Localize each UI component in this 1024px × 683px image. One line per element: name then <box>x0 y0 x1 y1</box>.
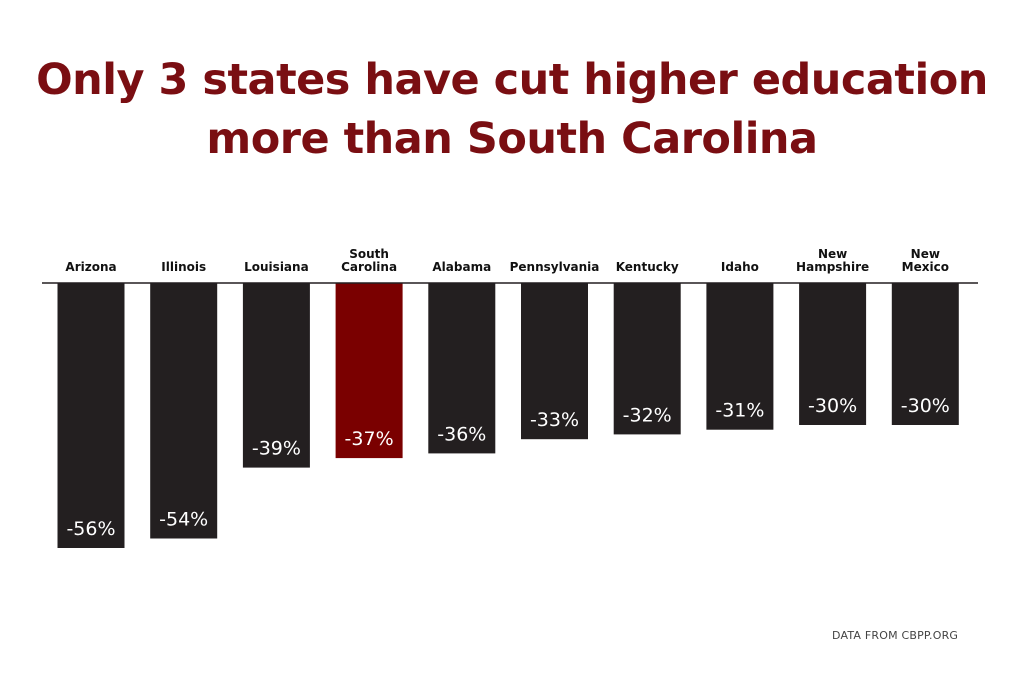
category-label-alabama: Alabama <box>432 260 491 274</box>
chart-title-line-2: more than South Carolina <box>206 114 818 164</box>
category-label-line: Alabama <box>432 260 491 274</box>
bar-pennsylvania <box>521 283 588 440</box>
value-label-idaho: -31% <box>715 400 764 422</box>
bar-arizona <box>57 283 125 548</box>
chart-title-line-1: Only 3 states have cut higher education <box>36 55 988 105</box>
category-label-line: New <box>911 247 940 261</box>
value-label-alabama: -36% <box>437 423 486 445</box>
bar-alabama <box>428 283 496 454</box>
category-label-illinois: Illinois <box>161 260 206 274</box>
value-label-illinois: -54% <box>159 509 208 531</box>
value-label-kentucky: -32% <box>623 404 672 426</box>
bar-illinois <box>150 283 218 539</box>
bar-new-mexico <box>891 283 959 425</box>
data-source-note: DATA FROM CBPP.ORG <box>832 629 959 642</box>
category-label-line: Kentucky <box>616 260 679 274</box>
category-label-line: Hampshire <box>796 260 869 274</box>
category-label-line: Mexico <box>902 260 949 274</box>
bar-idaho <box>706 283 774 430</box>
value-label-pennsylvania: -33% <box>530 409 579 431</box>
value-label-new-mexico: -30% <box>901 395 950 417</box>
category-label-line: New <box>818 247 847 261</box>
value-label-south-carolina: -37% <box>345 428 394 450</box>
value-label-new-hampshire: -30% <box>808 395 857 417</box>
category-label-line: Illinois <box>161 260 206 274</box>
bar-kentucky <box>613 283 681 435</box>
category-label-new-mexico: New Mexico <box>902 247 949 274</box>
category-label-kentucky: Kentucky <box>616 260 679 274</box>
category-label-line: Louisiana <box>244 260 309 274</box>
category-label-idaho: Idaho <box>721 260 759 274</box>
category-label-line: Arizona <box>65 260 116 274</box>
value-labels-group: -56% -54% -39% -37% -36% -33% -32% -31% -30% -30% <box>66 395 949 540</box>
category-label-pennsylvania: Pennsylvania <box>510 260 600 274</box>
value-label-arizona: -56% <box>66 518 115 540</box>
category-label-south-carolina: South Carolina <box>341 247 397 274</box>
bar-south-carolina <box>335 283 403 459</box>
category-label-line: Idaho <box>721 260 759 274</box>
category-label-arizona: Arizona <box>65 260 116 274</box>
category-label-new-hampshire: New Hampshire <box>796 247 869 274</box>
category-label-line: Carolina <box>341 260 397 274</box>
category-labels-group: Arizona Illinois Louisiana South Carolina Ala… <box>65 247 949 274</box>
category-label-line: South <box>349 247 389 261</box>
category-label-louisiana: Louisiana <box>244 260 309 274</box>
value-label-louisiana: -39% <box>252 438 301 460</box>
category-label-line: Pennsylvania <box>510 260 600 274</box>
bar-louisiana <box>242 283 310 468</box>
bar-new-hampshire <box>799 283 867 425</box>
bars-group <box>57 283 959 548</box>
